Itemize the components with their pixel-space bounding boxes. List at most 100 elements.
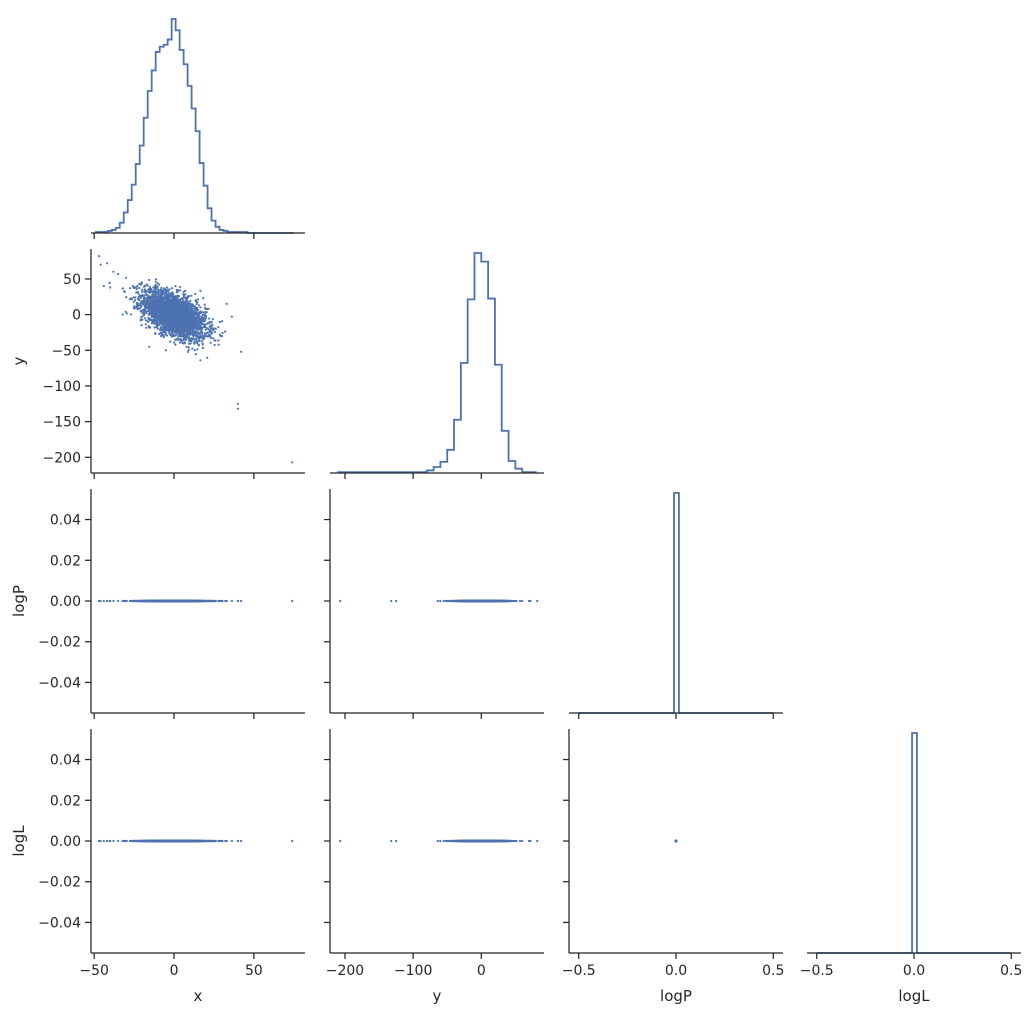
data-point bbox=[135, 301, 138, 305]
data-point bbox=[165, 300, 168, 304]
data-point bbox=[105, 262, 109, 265]
data-point bbox=[165, 328, 168, 332]
data-point bbox=[169, 310, 173, 313]
data-point bbox=[166, 320, 169, 323]
data-point bbox=[185, 336, 188, 339]
data-point bbox=[168, 323, 171, 326]
data-point bbox=[156, 282, 159, 285]
y-tick-label: −100 bbox=[43, 379, 81, 395]
data-point bbox=[174, 298, 177, 301]
data-point bbox=[197, 320, 200, 323]
data-point bbox=[177, 331, 181, 334]
data-point bbox=[151, 290, 154, 293]
data-point bbox=[164, 304, 167, 308]
data-point bbox=[156, 288, 160, 291]
data-point bbox=[203, 323, 206, 327]
data-point bbox=[199, 334, 202, 337]
data-point bbox=[153, 310, 157, 313]
data-point bbox=[180, 329, 183, 332]
data-point bbox=[192, 316, 195, 319]
data-point bbox=[153, 303, 156, 306]
data-point bbox=[167, 290, 170, 293]
data-point bbox=[240, 350, 243, 353]
data-point bbox=[157, 295, 160, 298]
data-point bbox=[169, 313, 172, 316]
data-point bbox=[156, 327, 159, 330]
data-point bbox=[144, 323, 147, 326]
x-tick-label: −0.5 bbox=[800, 963, 834, 979]
data-point bbox=[196, 331, 199, 334]
data-point bbox=[209, 325, 212, 328]
data-point bbox=[218, 320, 221, 324]
data-point bbox=[158, 332, 161, 335]
data-point bbox=[203, 332, 206, 335]
data-point bbox=[175, 334, 178, 337]
data-point bbox=[162, 335, 166, 338]
data-point bbox=[174, 308, 177, 311]
data-point bbox=[187, 306, 190, 309]
data-point bbox=[203, 303, 206, 306]
data-point bbox=[142, 285, 146, 288]
data-point bbox=[184, 319, 187, 322]
data-point bbox=[132, 300, 135, 303]
data-point bbox=[134, 296, 137, 299]
data-point bbox=[166, 293, 170, 296]
data-point bbox=[189, 303, 192, 306]
data-point bbox=[196, 307, 199, 310]
data-point bbox=[161, 322, 164, 325]
data-point bbox=[179, 341, 182, 344]
data-point bbox=[140, 310, 143, 313]
data-point bbox=[190, 294, 193, 297]
data-point bbox=[187, 331, 190, 334]
data-point bbox=[206, 327, 210, 330]
data-point bbox=[156, 298, 159, 302]
data-point bbox=[157, 290, 160, 294]
data-point bbox=[203, 320, 206, 323]
data-point bbox=[184, 293, 187, 296]
data-point bbox=[178, 301, 181, 304]
data-point bbox=[124, 310, 127, 313]
data-point bbox=[172, 320, 176, 323]
data-point bbox=[179, 333, 182, 336]
data-point bbox=[167, 329, 170, 332]
data-point bbox=[131, 284, 135, 288]
data-point bbox=[136, 290, 140, 294]
y-tick-label: 50 bbox=[63, 272, 81, 288]
data-point bbox=[208, 334, 211, 337]
data-point bbox=[173, 314, 176, 318]
data-point bbox=[201, 343, 204, 346]
data-point bbox=[140, 305, 143, 308]
data-point bbox=[180, 323, 183, 326]
data-point bbox=[188, 336, 191, 339]
data-point bbox=[187, 315, 190, 318]
data-point bbox=[160, 314, 163, 317]
data-point bbox=[155, 312, 158, 315]
data-point bbox=[184, 289, 187, 292]
data-point bbox=[195, 302, 198, 306]
data-point bbox=[143, 299, 146, 302]
data-point bbox=[194, 292, 197, 295]
data-point bbox=[141, 308, 144, 312]
data-point bbox=[148, 345, 151, 348]
data-point bbox=[163, 314, 167, 317]
data-point bbox=[177, 321, 180, 324]
data-point bbox=[189, 310, 192, 313]
data-point bbox=[160, 288, 163, 291]
data-point bbox=[147, 320, 150, 323]
data-point bbox=[187, 308, 190, 311]
data-point bbox=[138, 299, 141, 302]
panel-hist-logP bbox=[569, 492, 783, 719]
data-point bbox=[178, 319, 181, 322]
data-point bbox=[152, 286, 155, 289]
data-point bbox=[160, 309, 163, 312]
data-point bbox=[183, 334, 186, 337]
data-point bbox=[191, 322, 194, 325]
data-point bbox=[145, 293, 149, 297]
data-point bbox=[173, 341, 176, 344]
data-point bbox=[187, 327, 190, 330]
data-point bbox=[236, 407, 239, 410]
data-point bbox=[188, 323, 191, 327]
data-point bbox=[209, 329, 212, 333]
data-point bbox=[206, 322, 209, 325]
data-point bbox=[198, 314, 201, 317]
